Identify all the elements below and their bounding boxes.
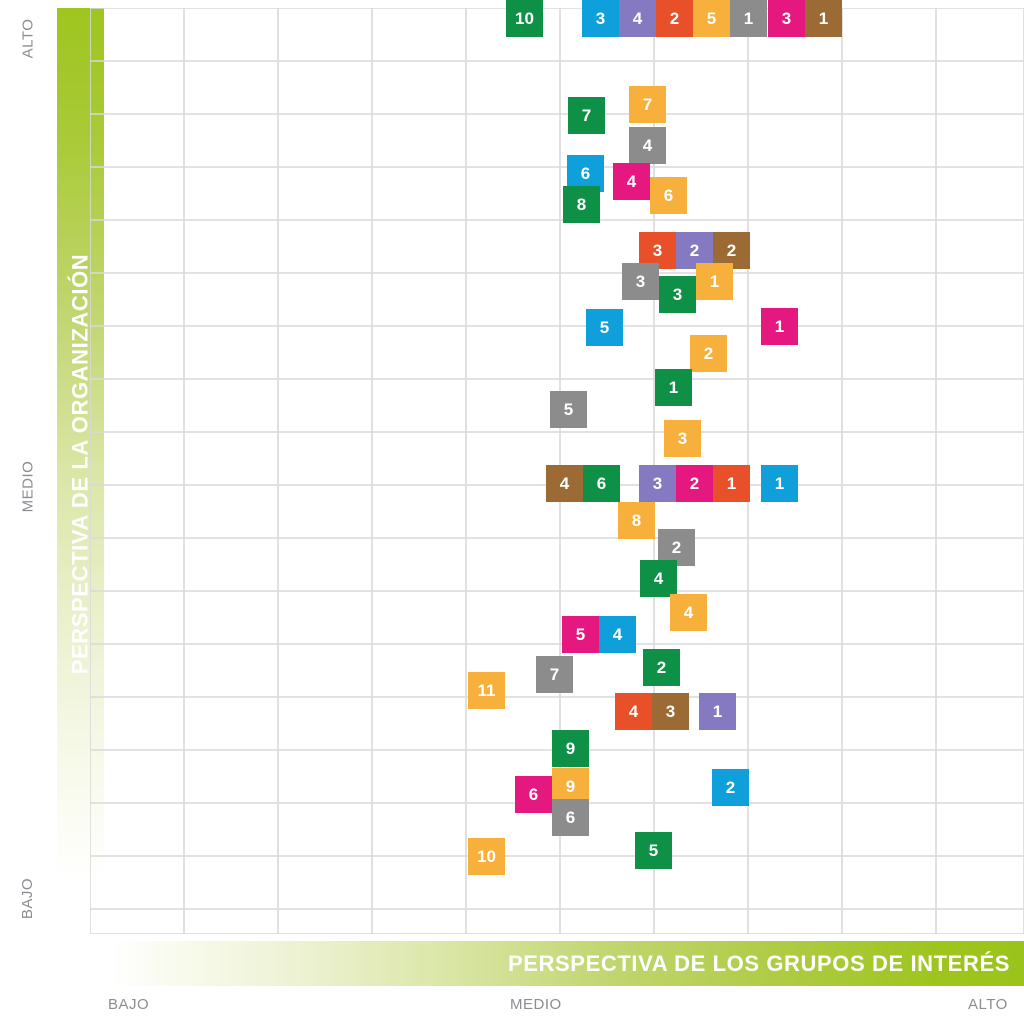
data-marker[interactable]: 7 (536, 656, 573, 693)
data-marker[interactable]: 2 (658, 529, 695, 566)
y-axis-tick-text: ALTO (19, 18, 37, 59)
data-marker[interactable]: 9 (552, 768, 589, 805)
data-marker[interactable]: 4 (629, 127, 666, 164)
data-marker[interactable]: 6 (567, 155, 604, 192)
data-marker[interactable]: 3 (652, 693, 689, 730)
x-axis-tick-label: MEDIO (510, 996, 562, 1013)
grid-lines (90, 8, 1024, 934)
data-marker[interactable]: 2 (676, 465, 713, 502)
data-marker[interactable]: 7 (568, 97, 605, 134)
data-marker[interactable]: 4 (546, 465, 583, 502)
data-marker[interactable]: 1 (730, 0, 767, 37)
data-marker[interactable]: 5 (550, 391, 587, 428)
data-marker[interactable]: 1 (761, 465, 798, 502)
data-marker[interactable]: 4 (615, 693, 652, 730)
data-marker[interactable]: 4 (670, 594, 707, 631)
y-axis-tick-label: BAJO (0, 878, 56, 919)
y-axis-gradient-bar (57, 8, 104, 920)
data-marker[interactable]: 2 (713, 232, 750, 269)
data-marker[interactable]: 10 (506, 0, 543, 37)
y-axis-tick-label: ALTO (0, 19, 56, 59)
data-marker[interactable]: 9 (552, 730, 589, 767)
data-marker[interactable]: 11 (468, 672, 505, 709)
data-marker[interactable]: 2 (643, 649, 680, 686)
data-marker[interactable]: 1 (761, 308, 798, 345)
y-axis-tick-text: MEDIO (19, 460, 37, 513)
data-marker[interactable]: 5 (586, 309, 623, 346)
data-marker[interactable]: 2 (676, 232, 713, 269)
data-marker[interactable]: 3 (659, 276, 696, 313)
data-marker[interactable]: 2 (690, 335, 727, 372)
data-marker[interactable]: 7 (629, 86, 666, 123)
y-axis-tick-text: BAJO (19, 877, 37, 920)
data-marker[interactable]: 4 (599, 616, 636, 653)
data-marker[interactable]: 1 (805, 0, 842, 37)
data-marker[interactable]: 6 (552, 799, 589, 836)
data-marker[interactable]: 5 (562, 616, 599, 653)
data-marker[interactable]: 10 (468, 838, 505, 875)
data-marker[interactable]: 2 (712, 769, 749, 806)
data-marker[interactable]: 4 (613, 163, 650, 200)
data-marker[interactable]: 1 (696, 263, 733, 300)
data-marker[interactable]: 8 (618, 502, 655, 539)
data-marker[interactable]: 6 (650, 177, 687, 214)
data-marker[interactable]: 3 (582, 0, 619, 37)
data-marker[interactable]: 1 (655, 369, 692, 406)
data-marker[interactable]: 2 (656, 0, 693, 37)
data-marker[interactable]: 4 (640, 560, 677, 597)
data-marker[interactable]: 3 (639, 232, 676, 269)
data-marker[interactable]: 6 (515, 776, 552, 813)
data-marker[interactable]: 5 (693, 0, 730, 37)
y-axis-tick-label: MEDIO (0, 461, 56, 513)
data-marker[interactable]: 4 (619, 0, 656, 37)
plot-area: 10 3 4 2 5 1 3 1 7 7 4 6 4 6 8 3 2 2 3 3 1 5 1 2 1 5 3 4 6 3 2 1 1 8 2 4 4 5 4… (90, 0, 1024, 934)
data-marker[interactable]: 6 (583, 465, 620, 502)
data-marker[interactable]: 3 (664, 420, 701, 457)
data-marker[interactable]: 5 (635, 832, 672, 869)
data-marker[interactable]: 1 (713, 465, 750, 502)
data-marker[interactable]: 3 (622, 263, 659, 300)
data-marker[interactable]: 8 (563, 186, 600, 223)
x-axis-tick-label: ALTO (968, 996, 1008, 1013)
data-marker[interactable]: 1 (699, 693, 736, 730)
data-marker[interactable]: 3 (768, 0, 805, 37)
x-axis-gradient-bar (110, 941, 1024, 986)
x-axis-tick-label: BAJO (108, 996, 150, 1013)
data-marker[interactable]: 3 (639, 465, 676, 502)
